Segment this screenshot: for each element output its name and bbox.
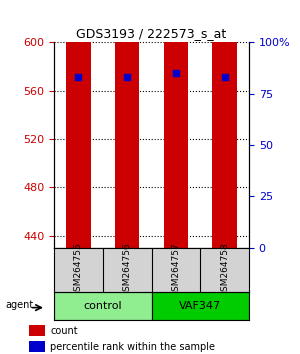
Point	[76, 75, 81, 80]
Point	[173, 70, 178, 76]
Bar	[54, 292, 152, 320]
Text: percentile rank within the sample: percentile rank within the sample	[50, 342, 215, 352]
Bar	[28, 325, 45, 336]
Text: count: count	[50, 326, 78, 336]
Point	[222, 75, 227, 80]
Bar	[164, 0, 188, 248]
Bar	[115, 0, 139, 248]
Text: GSM264755: GSM264755	[74, 242, 83, 297]
Title: GDS3193 / 222573_s_at: GDS3193 / 222573_s_at	[76, 27, 226, 40]
Point	[125, 75, 130, 80]
Bar	[28, 341, 45, 353]
Text: VAF347: VAF347	[179, 301, 221, 311]
Text: GSM264756: GSM264756	[123, 242, 132, 297]
Text: agent: agent	[5, 300, 34, 310]
Bar	[152, 292, 249, 320]
Bar	[66, 0, 91, 248]
Text: GSM264758: GSM264758	[220, 242, 229, 297]
Text: GSM264757: GSM264757	[171, 242, 180, 297]
Bar	[212, 0, 237, 248]
Text: control: control	[83, 301, 122, 311]
